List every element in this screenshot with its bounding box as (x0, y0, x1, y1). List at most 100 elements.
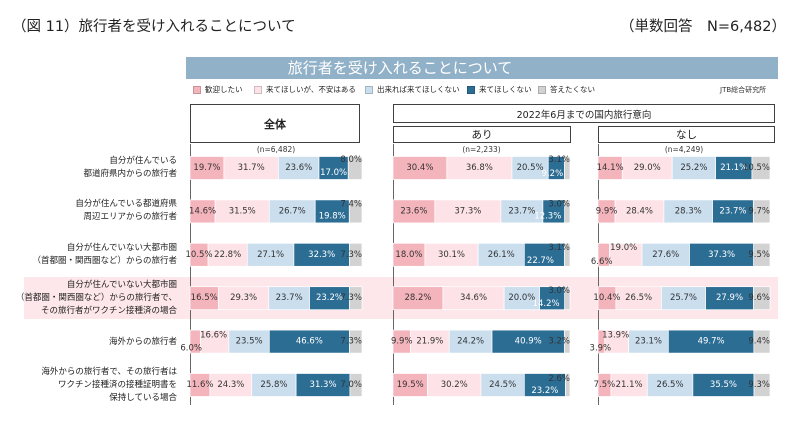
data-label: 19.8% (319, 211, 346, 221)
data-label: 22.8% (214, 250, 241, 260)
category-row: 自分が住んでいる 都道府県内からの旅行者 (8, 147, 177, 189)
data-label: 23.7% (719, 206, 746, 216)
source-credit: JTB総合研究所 (720, 86, 767, 94)
data-label: 3.1% (548, 243, 570, 253)
bar-segment (349, 329, 363, 354)
data-label: 35.5% (710, 380, 737, 390)
data-label: 9.5% (748, 250, 770, 260)
data-label: 24.5% (489, 380, 516, 390)
bar-segment (563, 329, 571, 354)
data-labels: 19.7% 31.7% 23.6% 17.0% 8.0% 14.6% 31.5% 26.7% 1… (180, 155, 770, 396)
bar-segment (752, 199, 771, 224)
bar-segment (753, 329, 771, 354)
data-label: 37.3% (708, 250, 735, 260)
data-label: 9.9% (391, 337, 413, 347)
bar-segment (565, 373, 571, 397)
legend-item-no-answer: 答えたくない (538, 85, 595, 95)
group-header-travel-intent: 2022年6月までの国内旅行意向 (393, 104, 775, 123)
data-label: 13.9% (602, 331, 629, 341)
category-label: 自分が住んでいる 都道府県内からの旅行者 (83, 156, 177, 179)
data-label: 29.3% (230, 293, 257, 303)
data-label: 6.6% (591, 257, 613, 267)
category-row: 海外からの旅行者 (8, 321, 177, 363)
bar-segment (347, 156, 363, 180)
bar-segment (564, 199, 571, 224)
data-label: 21.1% (720, 163, 747, 173)
data-label: 3.2% (548, 337, 570, 347)
data-label: 19.7% (193, 163, 220, 173)
data-label: 17.0% (320, 168, 347, 178)
data-label: 23.7% (276, 293, 303, 303)
data-label: 31.5% (229, 206, 256, 216)
bar-segment (753, 242, 771, 267)
panel-header-no: なし (598, 126, 775, 143)
bar-segment (751, 156, 771, 180)
category-label: 自分が住んでいない大都市圏 （首都圏・関西圏など）からの旅行者で、 その旅行者が… (15, 279, 177, 316)
data-label: 31.3% (310, 380, 337, 390)
data-label: 25.7% (670, 293, 697, 303)
data-label: 21.9% (416, 337, 443, 347)
data-label: 19.5% (397, 380, 424, 390)
data-label: 3.9% (590, 344, 612, 354)
legend-swatch (467, 86, 475, 94)
data-label: 16.5% (191, 293, 218, 303)
data-label: 28.3% (675, 206, 702, 216)
data-label: 7.3% (340, 250, 362, 260)
data-label: 11.6% (186, 380, 213, 390)
legend-item-prefer-not: 出来れば来てほしくない (365, 85, 460, 95)
data-label: 32.3% (308, 250, 335, 260)
data-label: 26.1% (488, 250, 515, 260)
data-label: 10.5% (186, 250, 213, 260)
data-label: 9.6% (748, 293, 770, 303)
data-label: 25.2% (680, 163, 707, 173)
chart-banner: 旅行者を受け入れることについて (186, 57, 778, 79)
data-label: 27.9% (716, 293, 743, 303)
data-label: 23.7% (508, 206, 535, 216)
data-label: 14.2% (533, 299, 560, 309)
data-label: 27.6% (652, 250, 679, 260)
data-label: 10.4% (593, 293, 620, 303)
data-label: 21.1% (616, 380, 643, 390)
legend-label: 答えたくない (550, 85, 595, 94)
data-label: 19.0% (610, 243, 637, 253)
category-label: 自分が住んでいる都道府県 周辺エリアからの旅行者 (75, 199, 177, 222)
data-label: 23.6% (400, 206, 427, 216)
data-label: 7.3% (340, 337, 362, 347)
panel-header-all: 全体 (190, 104, 360, 143)
data-label: 7.4% (340, 199, 362, 209)
data-label: 23.5% (236, 337, 263, 347)
data-label: 20.0% (508, 293, 535, 303)
bar-segment (753, 286, 771, 311)
data-label: 30.1% (438, 250, 465, 260)
data-label: 23.2% (316, 293, 343, 303)
data-label: 25.8% (260, 380, 287, 390)
data-label: 9.3% (748, 380, 770, 390)
sample-size-yes: (n=2,233) (462, 145, 501, 154)
bar-segment (349, 286, 363, 311)
data-label: 7.5% (594, 380, 616, 390)
data-label: 23.6% (285, 163, 312, 173)
legend-swatch (254, 86, 262, 94)
data-label: 31.7% (238, 163, 265, 173)
panel-axis-lines (190, 144, 599, 405)
data-label: 9.9% (596, 206, 618, 216)
data-label: 23.1% (635, 337, 662, 347)
data-label: 24.2% (457, 337, 484, 347)
data-label: 30.2% (441, 380, 468, 390)
data-label: 8.0% (340, 155, 362, 165)
data-label: 26.5% (625, 293, 652, 303)
bar-segment (564, 286, 571, 311)
response-note: （単数回答 N=6,482） (619, 19, 786, 35)
legend-item-welcome: 歓迎したい (193, 85, 243, 95)
data-label: 3.0% (548, 286, 570, 296)
data-label: 6.0% (180, 344, 202, 354)
data-label: 14.1% (597, 163, 624, 173)
category-row: 自分が住んでいない大都市圏 （首都圏・関西圏など）からの旅行者 (8, 234, 177, 276)
legend-swatch (538, 86, 546, 94)
data-label: 30.4% (406, 163, 433, 173)
data-label: 34.6% (460, 293, 487, 303)
category-label: 自分が住んでいない大都市圏 （首都圏・関西圏など）からの旅行者 (32, 243, 177, 266)
data-label: 20.5% (517, 163, 544, 173)
data-label: 9.2% (542, 169, 564, 179)
